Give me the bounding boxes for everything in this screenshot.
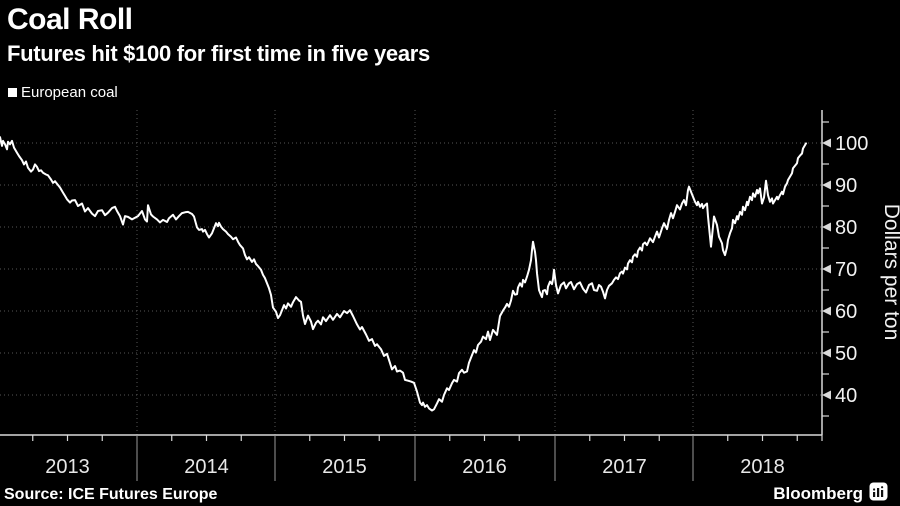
x-tick-label: 2015	[322, 456, 367, 478]
y-major-tick-arrow-icon	[822, 222, 831, 232]
axes	[0, 110, 823, 436]
source-note: Source: ICE Futures Europe	[4, 486, 218, 503]
x-tick-label: 2016	[462, 456, 507, 478]
y-tick-label: 60	[835, 301, 857, 323]
price-line-path	[0, 136, 807, 412]
brand-logo: Bloomberg	[773, 482, 888, 506]
y-major-tick-arrow-icon	[822, 348, 831, 358]
x-axis: 2013 2014 2015 2016 2017 2018	[32, 435, 823, 481]
y-major-tick-arrow-icon	[822, 264, 831, 274]
y-major-tick-arrow-icon	[822, 180, 831, 190]
chart-subtitle: Futures hit $100 for first time in five …	[7, 41, 430, 66]
y-major-tick-arrow-icon	[822, 138, 831, 148]
x-tick-label: 2018	[740, 456, 785, 478]
legend-swatch-icon	[8, 88, 17, 97]
gridlines	[0, 110, 822, 435]
legend: European coal	[8, 84, 118, 101]
y-axis-title-label: Dollars per ton	[880, 204, 900, 341]
y-axis-ticks: 40 50 60 70 80 90 100	[822, 121, 868, 417]
y-axis-title: Dollars per ton	[880, 204, 900, 341]
y-major-tick-arrow-icon	[822, 306, 831, 316]
x-tick-label: 2014	[184, 456, 229, 478]
page-title: Coal Roll	[7, 3, 133, 36]
y-tick-label: 90	[835, 175, 857, 197]
y-tick-label: 40	[835, 385, 857, 407]
y-tick-label: 70	[835, 259, 857, 281]
y-tick-label: 100	[835, 133, 868, 155]
x-tick-label: 2017	[602, 456, 647, 478]
brand-name: Bloomberg	[773, 484, 863, 503]
y-tick-label: 80	[835, 217, 857, 239]
y-tick-label: 50	[835, 343, 857, 365]
x-tick-label: 2013	[45, 456, 90, 478]
y-major-tick-arrow-icon	[822, 390, 831, 400]
price-line	[0, 136, 807, 412]
bloomberg-terminal-icon	[869, 482, 888, 506]
legend-label: European coal	[21, 84, 118, 101]
